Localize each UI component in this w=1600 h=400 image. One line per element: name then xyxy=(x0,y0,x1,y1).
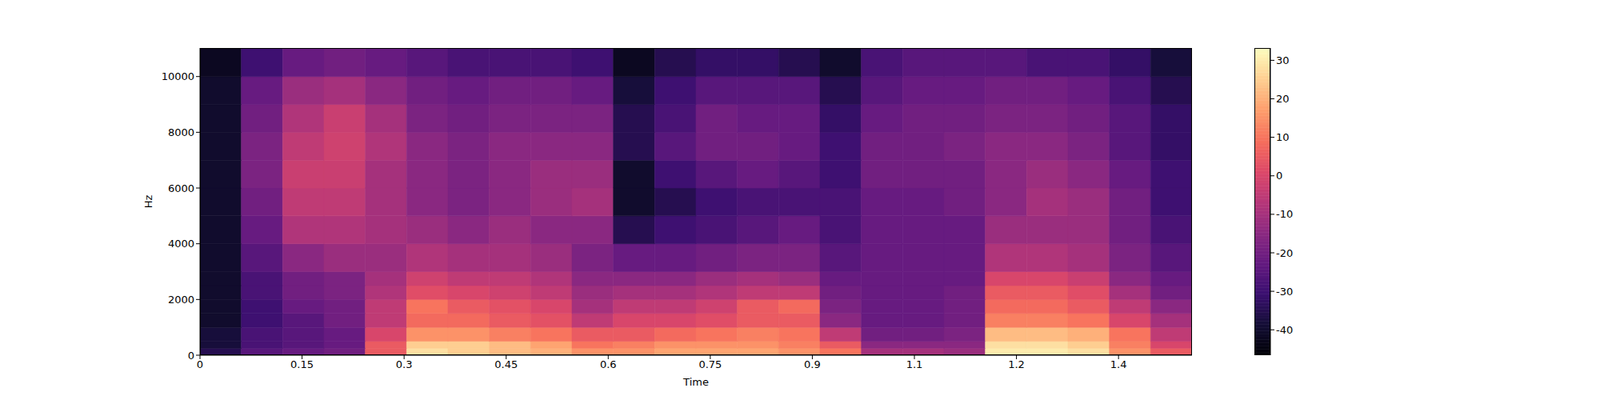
svg-text:1.2: 1.2 xyxy=(1008,358,1025,371)
svg-text:30: 30 xyxy=(1276,54,1290,67)
svg-text:-20: -20 xyxy=(1276,247,1293,260)
svg-text:-10: -10 xyxy=(1276,208,1293,220)
svg-text:0.9: 0.9 xyxy=(804,358,821,371)
html-text:Time: Time xyxy=(683,376,709,388)
svg-text:0: 0 xyxy=(1276,169,1283,182)
svg-text:0.3: 0.3 xyxy=(396,358,413,371)
svg-text:0: 0 xyxy=(188,349,195,362)
svg-text:2000: 2000 xyxy=(168,293,195,306)
svg-text:0.45: 0.45 xyxy=(494,358,518,371)
svg-text:8000: 8000 xyxy=(168,126,195,139)
svg-text:10000: 10000 xyxy=(161,70,195,83)
svg-text:6000: 6000 xyxy=(168,182,195,195)
svg-text:10: 10 xyxy=(1276,131,1290,144)
svg-text:1.4: 1.4 xyxy=(1110,358,1128,371)
svg-text:-30: -30 xyxy=(1276,285,1293,298)
svg-text:0: 0 xyxy=(196,358,204,371)
svg-text:0.75: 0.75 xyxy=(698,358,722,371)
svg-text:1.1: 1.1 xyxy=(906,358,924,371)
svg-text:-40: -40 xyxy=(1276,324,1293,336)
html-text:Hz: Hz xyxy=(142,194,154,209)
svg-text:0.6: 0.6 xyxy=(600,358,617,371)
svg-text:4000: 4000 xyxy=(168,237,195,250)
svg-text:0.15: 0.15 xyxy=(290,358,314,371)
svg-text:20: 20 xyxy=(1276,92,1290,105)
